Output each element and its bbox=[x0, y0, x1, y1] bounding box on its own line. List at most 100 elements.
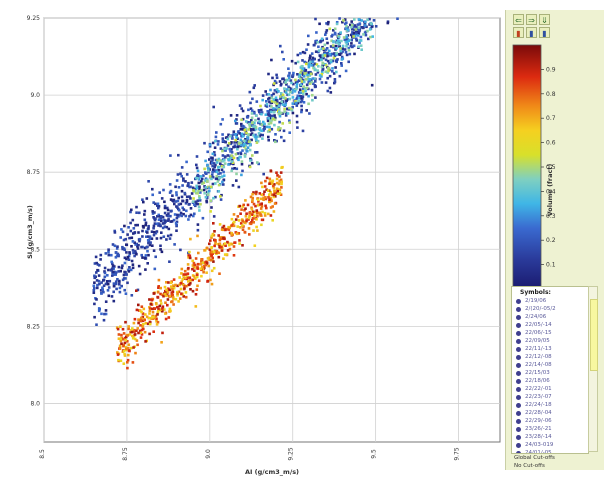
scatter-point bbox=[157, 222, 160, 225]
symbol-item[interactable]: 22/29/-06 bbox=[512, 417, 588, 425]
symbol-item[interactable]: 22/15/03 bbox=[512, 369, 588, 377]
symbol-item[interactable]: 22/12/-08 bbox=[512, 353, 588, 361]
symbol-item[interactable]: 22/14/-08 bbox=[512, 361, 588, 369]
scrollbar-thumb[interactable] bbox=[590, 299, 598, 371]
scatter-point bbox=[261, 137, 264, 140]
arrow-right-icon[interactable]: ⇒ bbox=[526, 14, 537, 25]
scatter-point bbox=[355, 32, 358, 35]
scatter-point bbox=[252, 125, 255, 128]
symbol-item[interactable]: 24/03-019 bbox=[512, 441, 588, 449]
scatter-point bbox=[246, 136, 250, 140]
scatter-point bbox=[187, 266, 190, 270]
scatter-point bbox=[226, 240, 229, 244]
scatter-point bbox=[163, 200, 166, 204]
scatter-point bbox=[167, 218, 170, 221]
scatter-point bbox=[207, 166, 210, 170]
scatter-point bbox=[200, 258, 203, 261]
scatter-point bbox=[331, 59, 334, 63]
scatter-point bbox=[314, 17, 317, 21]
symbol-item[interactable]: 22/22/-01 bbox=[512, 385, 588, 393]
scatter-point bbox=[267, 117, 270, 120]
scatter-point bbox=[360, 26, 363, 29]
symbol-item[interactable]: 22/06/-15 bbox=[512, 329, 588, 337]
symbol-item[interactable]: 24/01/-05 bbox=[512, 449, 588, 453]
scatter-point bbox=[240, 107, 243, 110]
scatter-point bbox=[245, 218, 248, 221]
scatter-point bbox=[228, 247, 232, 251]
scatter-point bbox=[159, 236, 163, 240]
scatter-point bbox=[270, 127, 274, 131]
scatter-point bbox=[136, 288, 140, 292]
symbol-item[interactable]: 2/(20/-05/2 bbox=[512, 305, 588, 313]
scatter-point bbox=[297, 99, 300, 103]
scatter-point bbox=[296, 126, 299, 129]
scatter-point bbox=[163, 204, 167, 208]
scatter-point bbox=[138, 211, 141, 215]
scatter-point bbox=[272, 83, 275, 87]
symbol-dot-icon bbox=[516, 306, 521, 312]
scatter-point bbox=[117, 265, 121, 269]
scatter-point bbox=[311, 98, 314, 102]
symbol-item[interactable]: 2/19/06 bbox=[512, 297, 588, 305]
symbol-item[interactable]: 2/24/06 bbox=[512, 313, 588, 321]
scatter-point bbox=[235, 114, 239, 117]
scatter-point bbox=[234, 133, 237, 136]
scatter-point bbox=[154, 217, 157, 221]
scatter-point bbox=[240, 122, 243, 126]
scatter-point bbox=[203, 141, 206, 145]
scatter-point bbox=[360, 48, 363, 51]
scatter-point bbox=[131, 337, 135, 340]
colorbar-left-icon[interactable]: ▮ bbox=[526, 27, 537, 38]
scatter-point bbox=[270, 119, 274, 122]
scatter-point bbox=[229, 142, 233, 146]
scatter-point bbox=[196, 177, 199, 180]
symbol-item[interactable]: 22/09/05 bbox=[512, 337, 588, 345]
symbol-item[interactable]: 22/24/-18 bbox=[512, 401, 588, 409]
scatter-point bbox=[317, 65, 320, 68]
scatter-point bbox=[314, 68, 317, 71]
scatter-point bbox=[331, 67, 334, 70]
arrow-down-icon[interactable]: ⇓ bbox=[539, 14, 550, 25]
scatter-point bbox=[126, 281, 129, 285]
symbol-item[interactable]: 22/18/06 bbox=[512, 377, 588, 385]
scatter-point bbox=[217, 169, 220, 172]
scatter-point bbox=[227, 243, 231, 247]
scatter-point bbox=[236, 137, 239, 140]
scatter-point bbox=[211, 170, 214, 174]
scatter-point bbox=[353, 34, 357, 38]
arrow-left-icon[interactable]: ⇐ bbox=[513, 14, 524, 25]
symbol-item[interactable]: 22/05/-14 bbox=[512, 321, 588, 329]
scatter-point bbox=[264, 197, 268, 201]
scatter-point bbox=[251, 210, 255, 214]
scatter-point bbox=[97, 279, 101, 283]
scatter-point bbox=[180, 214, 183, 218]
scatter-point bbox=[194, 293, 198, 296]
symbols-scrollbar[interactable] bbox=[588, 286, 598, 452]
scatter-point bbox=[312, 43, 316, 47]
scatter-point bbox=[245, 131, 248, 135]
scatter-point bbox=[237, 130, 240, 133]
scatter-point bbox=[126, 358, 130, 362]
scatter-point bbox=[129, 268, 133, 272]
symbol-label: 22/18/06 bbox=[525, 378, 550, 384]
scatter-point bbox=[159, 286, 162, 290]
symbol-item[interactable]: 22/28/-04 bbox=[512, 409, 588, 417]
colorbar-icon[interactable]: ▮ bbox=[513, 27, 524, 38]
scatter-point bbox=[355, 37, 358, 41]
scatter-point bbox=[275, 88, 279, 91]
scatter-point bbox=[138, 272, 142, 276]
scatter-point bbox=[322, 47, 325, 50]
scatter-point bbox=[168, 237, 172, 240]
scatter-point bbox=[353, 28, 356, 32]
scatter-plot[interactable]: 8.5 8.75 9.0 9.25 9.5 9.758.08.258.58.759.09.… bbox=[0, 0, 505, 483]
symbol-item[interactable]: 22/11/-13 bbox=[512, 345, 588, 353]
colorbar-right-icon[interactable]: ▮ bbox=[539, 27, 550, 38]
symbol-item[interactable]: 23/28/-14 bbox=[512, 433, 588, 441]
symbol-item[interactable]: 22/23/-07 bbox=[512, 393, 588, 401]
scatter-point bbox=[328, 27, 332, 31]
scatter-point bbox=[258, 192, 262, 195]
scatter-point bbox=[147, 224, 150, 228]
scatter-point bbox=[131, 327, 134, 330]
symbol-item[interactable]: 23/26/-21 bbox=[512, 425, 588, 433]
scatter-point bbox=[241, 224, 244, 227]
